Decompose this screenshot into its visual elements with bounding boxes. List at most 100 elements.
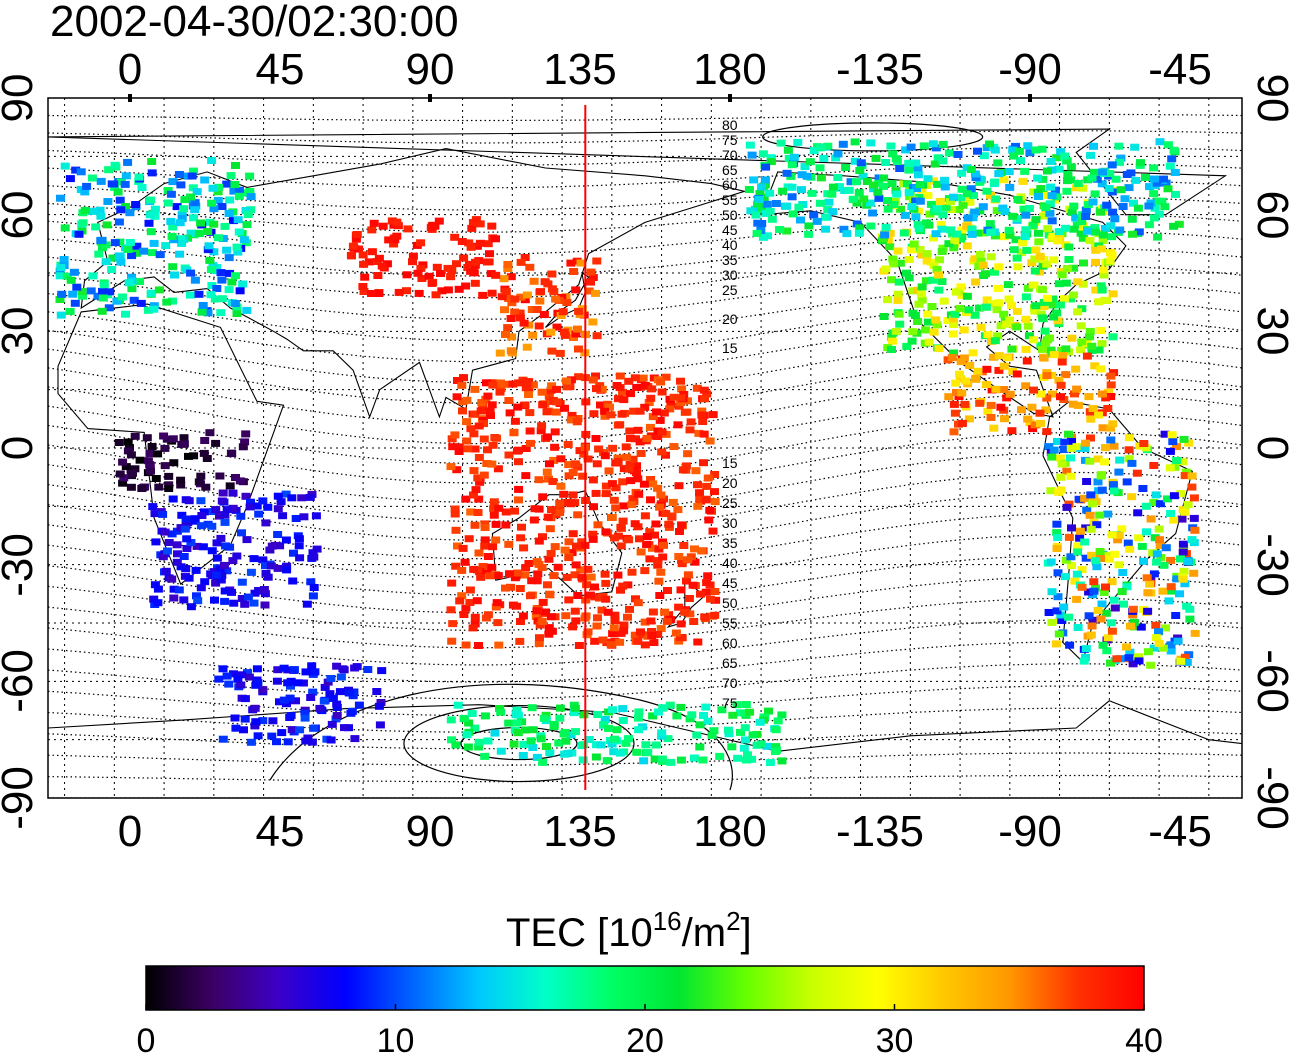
tec-cell [246,498,255,506]
tec-cell [1143,607,1153,615]
tec-cell [115,238,125,246]
contour-label: 30 [722,267,738,283]
tec-cell [999,362,1009,370]
tec-cell [879,235,888,242]
tec-cell [528,726,538,734]
tec-cell [236,681,246,689]
tec-cell [463,743,473,751]
tec-cell [1031,216,1041,224]
tec-cell [499,275,509,283]
tec-cell [1136,623,1146,631]
tec-cell [844,186,854,194]
tec-cell [259,586,269,593]
tec-cell [866,139,876,147]
tec-cell [568,623,578,631]
tec-cell [611,504,621,512]
tec-cell [978,203,988,211]
tec-cell [904,159,914,167]
tec-cell [602,757,612,765]
tec-cell [501,288,511,295]
tec-cell [967,230,977,238]
tec-cell [128,469,137,477]
tec-cell [919,142,929,150]
tec-cell [1151,634,1161,642]
tec-cell [762,742,772,750]
tec-cell [555,714,565,722]
tec-cell [653,708,663,716]
tec-cell [1076,346,1086,354]
tec-cell [464,719,474,727]
tec-cell [120,180,130,188]
tec-cell [547,506,556,514]
tec-cell [175,250,185,258]
tec-cell [1073,180,1083,187]
tec-cell [154,286,164,294]
tec-cell [1018,239,1028,247]
tec-cell [174,586,184,594]
tec-cell [702,390,712,398]
tec-cell [1069,264,1079,272]
tec-cell [224,286,234,294]
tec-cell [1073,624,1083,631]
tec-cell [937,248,947,255]
tec-cell [480,536,490,544]
tec-cell [895,165,905,172]
tec-cell [528,744,538,751]
tec-cell [924,318,933,326]
tec-cell [1059,295,1069,303]
tec-cell [1064,243,1074,251]
tec-cell [436,270,445,277]
tec-cell [657,448,667,456]
tec-cell [676,586,686,594]
tec-cell [1031,246,1041,254]
tec-cell [469,491,478,499]
tec-cell [702,482,712,490]
tec-cell [773,717,783,725]
tec-cell [452,260,461,268]
left-latitude-tick-label: 90 [0,74,42,123]
tec-cell [542,743,551,750]
tec-cell [571,617,581,625]
tec-cell [912,185,921,192]
tec-cell [640,512,650,520]
tec-cell [596,401,605,409]
tec-cell [675,528,684,535]
tec-cell [1123,539,1133,547]
tec-cell [928,276,938,284]
tec-cell [488,381,498,389]
tec-cell [855,167,865,174]
bottom-longitude-tick-label: 135 [543,807,616,856]
tec-cell [1052,154,1062,162]
tec-cell [944,149,954,157]
tec-cell [1117,525,1127,533]
tec-cell [216,576,226,584]
tec-cell [981,303,991,311]
tec-cell [1044,609,1054,616]
tec-cell [1066,163,1076,171]
tec-cell [526,439,535,447]
tec-cell [904,274,914,282]
tec-cell [462,418,472,426]
tec-cell [1062,187,1072,195]
tec-cell [447,579,457,587]
tec-cell [1129,618,1139,626]
tec-cell [1088,405,1098,412]
tec-cell [1012,323,1022,331]
tec-cell [374,254,384,262]
tec-cell [1156,554,1166,562]
tec-cell [930,160,940,168]
tec-cell [217,497,227,505]
tec-cell [110,239,120,247]
tec-cell [1115,226,1125,234]
tec-cell [463,445,473,453]
tec-cell [537,618,547,625]
tec-cell [241,430,251,438]
tec-cell [218,489,228,497]
tec-cell [1101,444,1110,452]
tec-cell [904,166,914,174]
tec-cell [624,465,634,473]
tec-cell [809,211,819,219]
tec-cell [163,187,173,194]
tec-cell [1077,566,1087,574]
tec-cell [1035,409,1045,417]
